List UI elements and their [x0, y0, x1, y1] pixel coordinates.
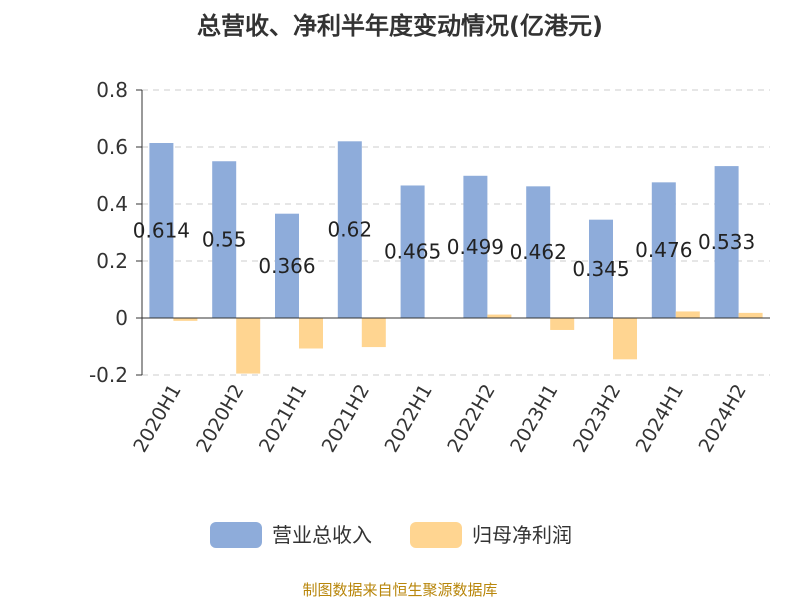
- net-profit-bar: [361, 318, 386, 348]
- net-profit-bar: [613, 318, 637, 360]
- net-profit-bar: [236, 318, 261, 374]
- source-note: 制图数据来自恒生聚源数据库: [302, 581, 497, 599]
- net-profit-bar: [738, 312, 763, 318]
- revenue-bar: [589, 219, 613, 318]
- x-tick-label: 2023H2: [569, 381, 625, 457]
- legend-swatch: [210, 522, 262, 548]
- y-tick-label: 0.6: [96, 135, 128, 159]
- net-profit-bar: [487, 314, 512, 318]
- revenue-bar: [212, 161, 237, 318]
- x-tick-label: 2021H1: [255, 381, 311, 457]
- y-tick-label: 0.2: [96, 249, 128, 273]
- revenue-bar: [149, 143, 174, 318]
- x-tick-label: 2022H1: [381, 381, 437, 457]
- chart-title: 总营收、净利半年度变动情况(亿港元): [197, 12, 603, 40]
- revenue-data-label: 0.476: [635, 238, 692, 262]
- x-tick-label: 2024H1: [632, 381, 688, 457]
- x-axis: 2020H1 2020H2 2021H1 2021H2 2022H1 2022H2 2023…: [129, 317, 770, 457]
- grid-lines: [142, 89, 770, 376]
- revenue-data-label: 0.62: [328, 218, 373, 242]
- revenue-data-label: 0.614: [133, 219, 190, 243]
- x-tick-label: 2020H2: [192, 381, 248, 457]
- x-tick-label: 2021H2: [318, 381, 374, 457]
- y-tick-label: -0.2: [89, 363, 128, 387]
- net-profit-bar: [173, 318, 198, 321]
- legend-item[interactable]: 归母净利润: [410, 522, 572, 548]
- x-tick-label: 2024H2: [695, 381, 751, 457]
- net-profit-bar: [299, 318, 323, 349]
- revenue-bar: [275, 213, 299, 318]
- legend-item[interactable]: 营业总收入: [210, 522, 372, 548]
- legend-label: 归母净利润: [472, 523, 572, 547]
- legend[interactable]: 营业总收入 归母净利润: [210, 522, 572, 548]
- net-profit-bar: [675, 311, 700, 318]
- revenue-data-label: 0.499: [447, 235, 504, 259]
- revenue-data-label: 0.462: [510, 240, 567, 264]
- x-tick-label: 2022H2: [443, 381, 499, 457]
- revenue-data-label: 0.533: [698, 230, 755, 254]
- revenue-bar: [651, 182, 676, 318]
- revenue-data-label: 0.345: [572, 257, 629, 281]
- revenue-data-label: 0.465: [384, 240, 441, 264]
- y-tick-label: 0: [115, 306, 128, 330]
- y-tick-label: 0.4: [96, 192, 128, 216]
- legend-swatch: [410, 522, 462, 548]
- revenue-bar: [526, 186, 551, 318]
- bars: [149, 141, 763, 374]
- y-tick-label: 0.8: [96, 78, 128, 102]
- x-tick-label: 2020H1: [129, 381, 185, 457]
- revenue-data-label: 0.55: [202, 228, 247, 252]
- y-axis: -0.2 0 0.2 0.4 0.6 0.8: [89, 78, 143, 387]
- revenue-bar: [400, 185, 425, 318]
- revenue-bar: [714, 166, 739, 318]
- net-profit-bar: [550, 318, 575, 330]
- x-tick-label: 2023H1: [506, 381, 562, 457]
- legend-label: 营业总收入: [272, 523, 372, 547]
- revenue-bar: [463, 175, 488, 318]
- revenue-data-label: 0.366: [258, 254, 315, 278]
- revenue-bar: [337, 141, 362, 318]
